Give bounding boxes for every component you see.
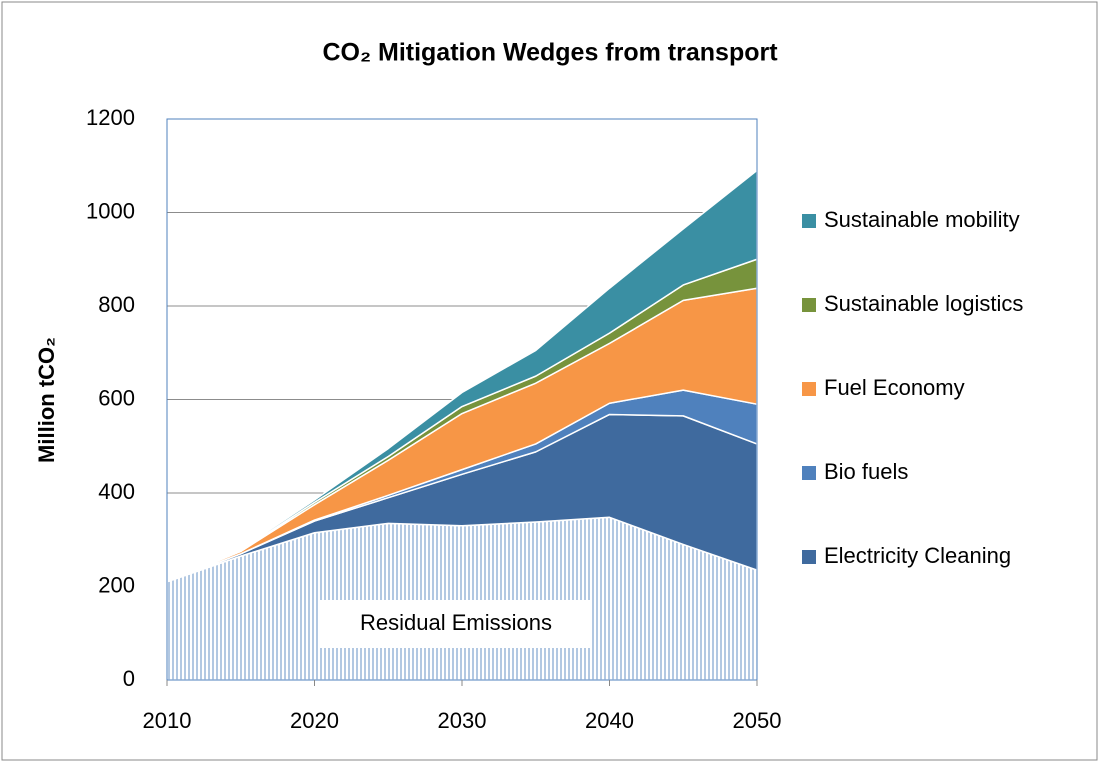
- x-tick-label: 2010: [143, 708, 192, 733]
- x-tick-label: 2030: [438, 708, 487, 733]
- x-tick-label: 2050: [733, 708, 782, 733]
- y-tick-label: 400: [98, 479, 135, 504]
- legend-swatch: [802, 550, 816, 564]
- y-tick-label: 1000: [86, 198, 135, 223]
- series-label: Residual Emissions: [360, 610, 552, 635]
- y-tick-label: 0: [123, 666, 135, 691]
- x-tick-label: 2020: [290, 708, 339, 733]
- y-axis-label: Million tCO₂: [34, 337, 59, 463]
- legend-label: Sustainable logistics: [824, 291, 1023, 316]
- x-tick-label: 2040: [585, 708, 634, 733]
- legend-swatch: [802, 382, 816, 396]
- y-tick-label: 1200: [86, 105, 135, 130]
- legend-label: Fuel Economy: [824, 375, 965, 400]
- y-tick-label: 800: [98, 292, 135, 317]
- legend-label: Electricity Cleaning: [824, 543, 1011, 568]
- legend-swatch: [802, 214, 816, 228]
- legend-label: Bio fuels: [824, 459, 908, 484]
- series-label-box: [320, 600, 592, 648]
- legend-swatch: [802, 466, 816, 480]
- chart-title: CO₂ Mitigation Wedges from transport: [322, 39, 778, 67]
- y-tick-label: 200: [98, 572, 135, 597]
- y-tick-label: 600: [98, 385, 135, 410]
- legend-swatch: [802, 298, 816, 312]
- legend-label: Sustainable mobility: [824, 207, 1020, 232]
